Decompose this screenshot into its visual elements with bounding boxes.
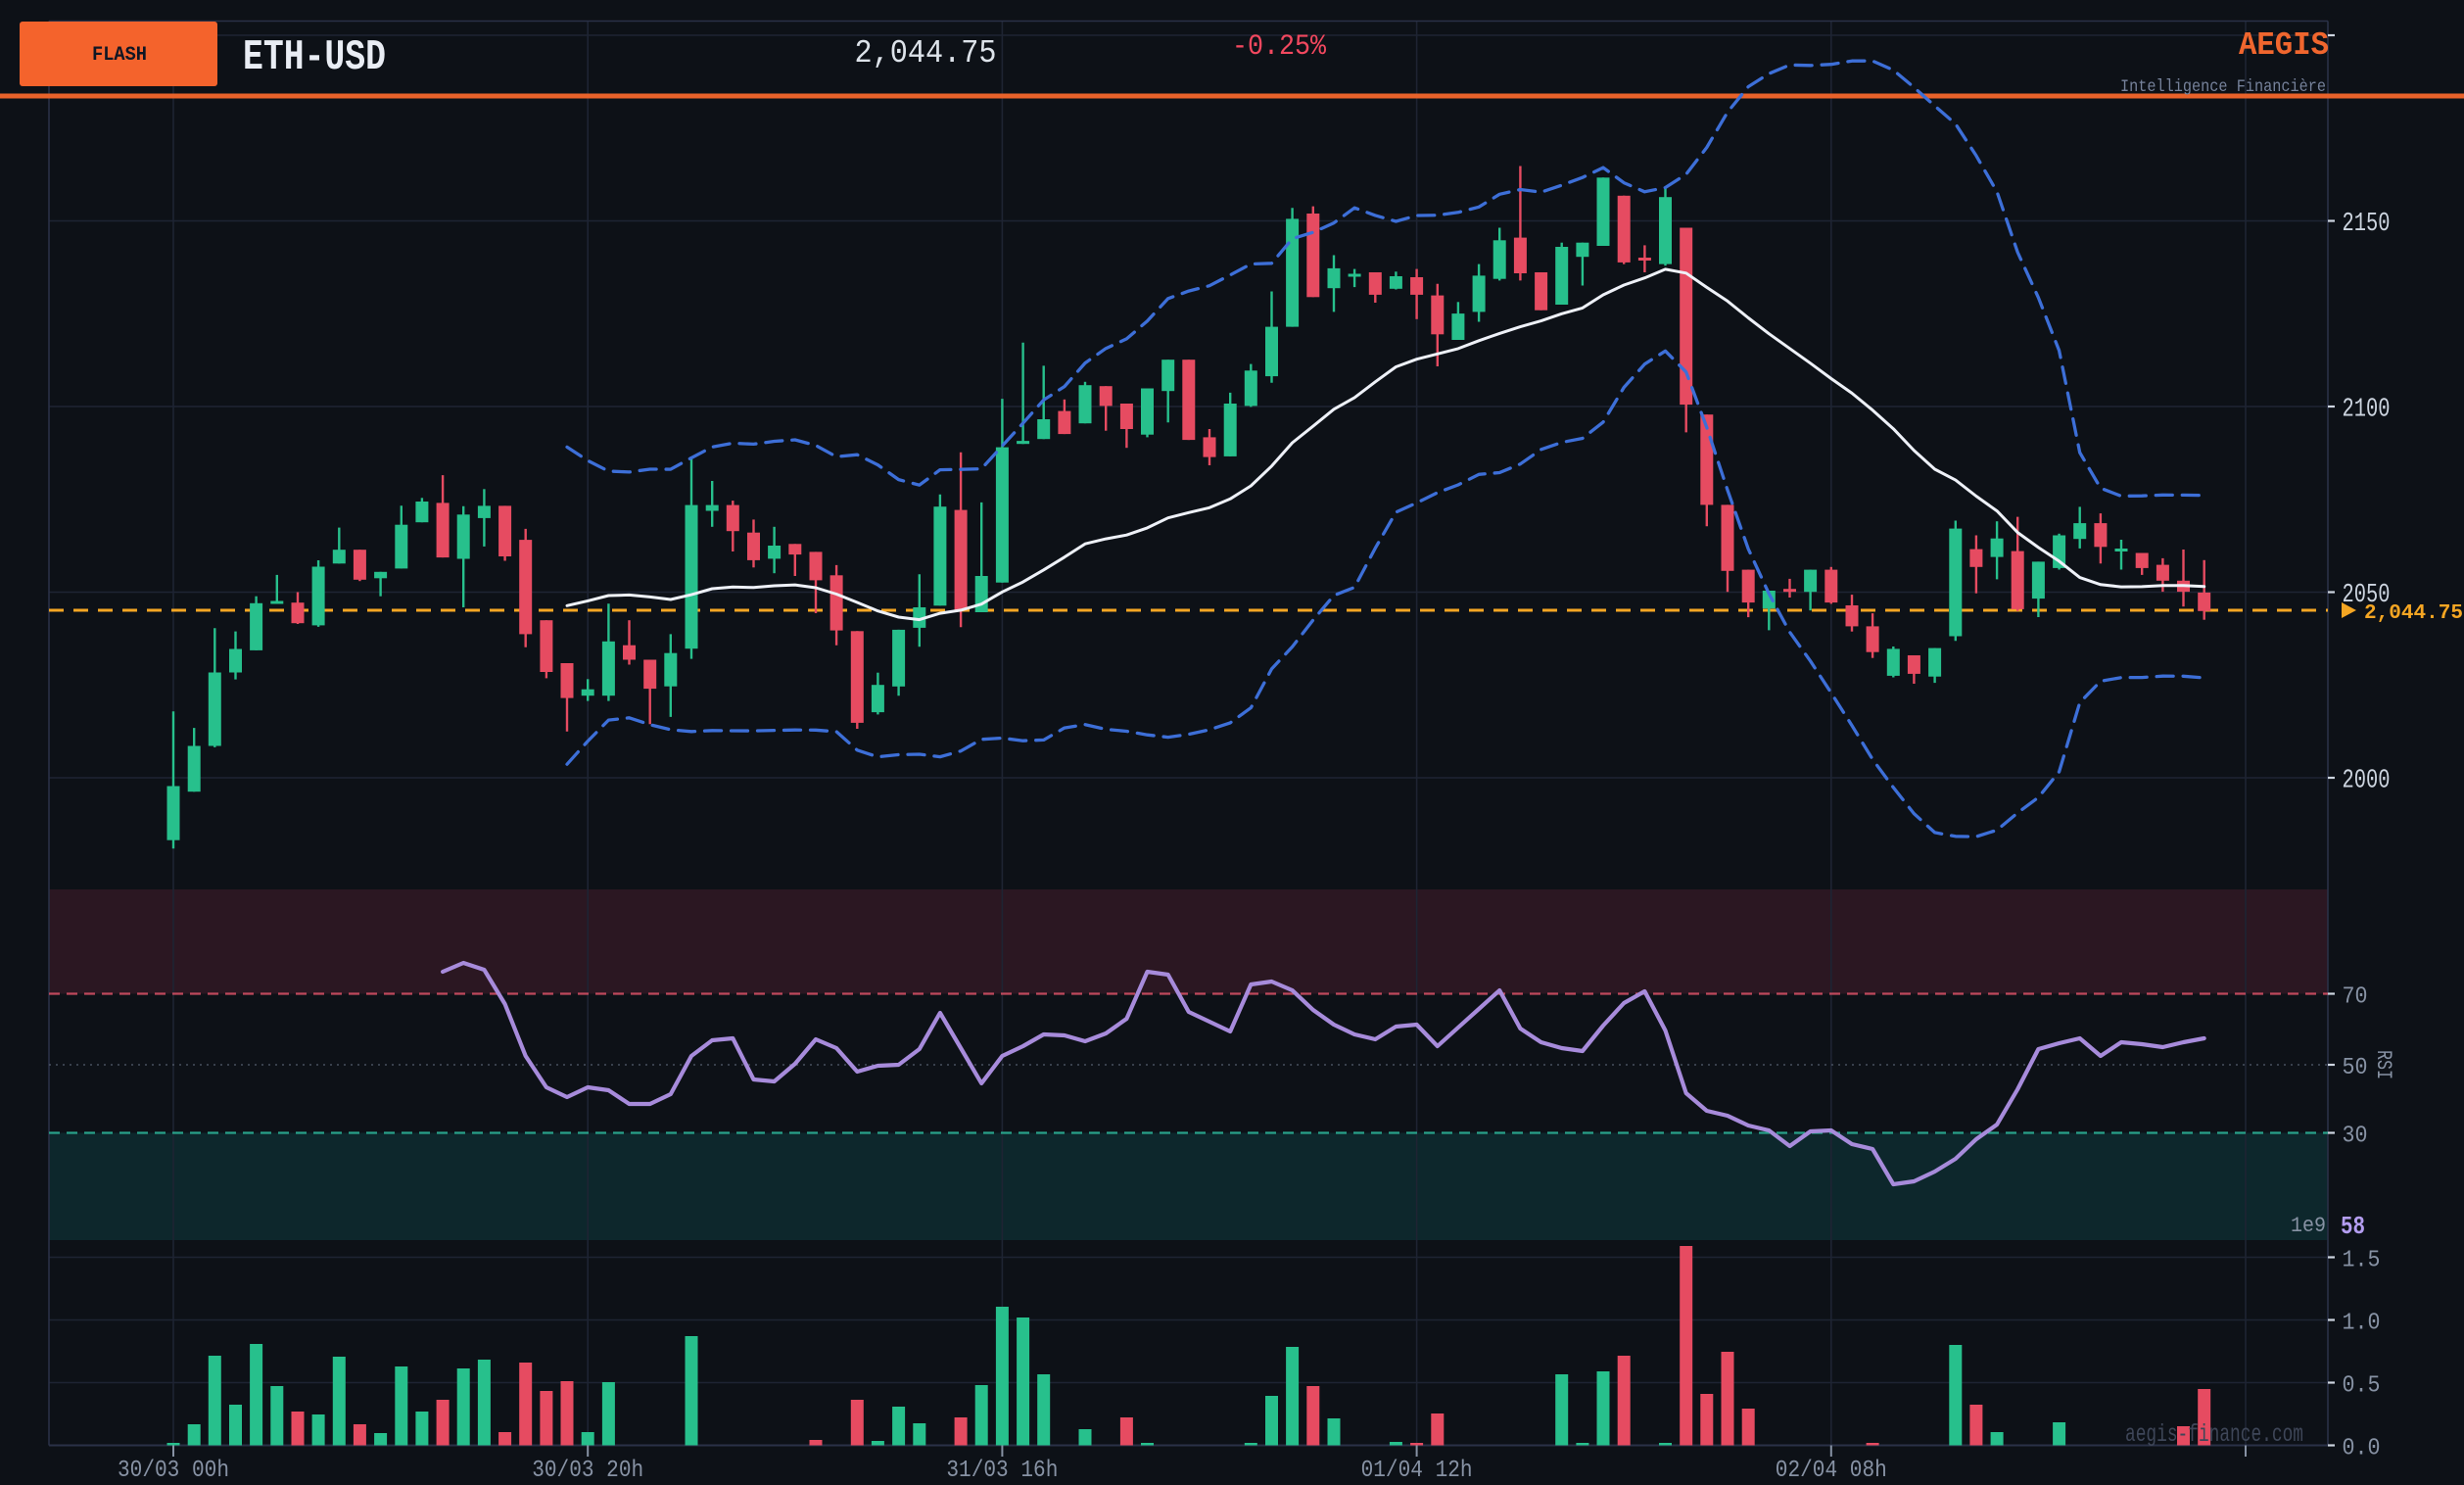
svg-text:FLASH: FLASH bbox=[92, 44, 147, 67]
svg-text:aegis-finance.com: aegis-finance.com bbox=[2125, 1420, 2303, 1449]
svg-text:2150: 2150 bbox=[2343, 210, 2391, 239]
svg-text:30/03 00h: 30/03 00h bbox=[118, 1458, 229, 1484]
svg-text:1e9: 1e9 bbox=[2291, 1214, 2326, 1238]
svg-text:1.5: 1.5 bbox=[2343, 1248, 2381, 1274]
svg-text:2000: 2000 bbox=[2343, 767, 2391, 796]
svg-text:30: 30 bbox=[2343, 1124, 2368, 1150]
svg-text:Intelligence Financière: Intelligence Financière bbox=[2120, 77, 2326, 97]
svg-text:AEGIS: AEGIS bbox=[2239, 27, 2329, 64]
svg-text:50: 50 bbox=[2343, 1055, 2368, 1081]
svg-text:ETH-USD: ETH-USD bbox=[243, 33, 386, 82]
svg-text:31/03 16h: 31/03 16h bbox=[946, 1458, 1058, 1484]
svg-text:2,044.75: 2,044.75 bbox=[855, 35, 997, 72]
svg-text:58: 58 bbox=[2341, 1212, 2365, 1241]
svg-text:-0.25%: -0.25% bbox=[1232, 30, 1327, 64]
svg-text:1.0: 1.0 bbox=[2343, 1311, 2381, 1337]
svg-text:2100: 2100 bbox=[2343, 396, 2391, 425]
svg-text:01/04 12h: 01/04 12h bbox=[1361, 1458, 1473, 1484]
svg-text:2050: 2050 bbox=[2343, 581, 2391, 610]
svg-text:0.5: 0.5 bbox=[2343, 1373, 2381, 1400]
svg-text:02/04 08h: 02/04 08h bbox=[1776, 1458, 1887, 1484]
svg-text:30/03 20h: 30/03 20h bbox=[532, 1458, 643, 1484]
svg-text:RSI: RSI bbox=[2371, 1050, 2395, 1079]
svg-text:0.0: 0.0 bbox=[2343, 1436, 2381, 1462]
svg-text:2,044.75: 2,044.75 bbox=[2364, 601, 2463, 625]
svg-text:70: 70 bbox=[2343, 984, 2368, 1011]
